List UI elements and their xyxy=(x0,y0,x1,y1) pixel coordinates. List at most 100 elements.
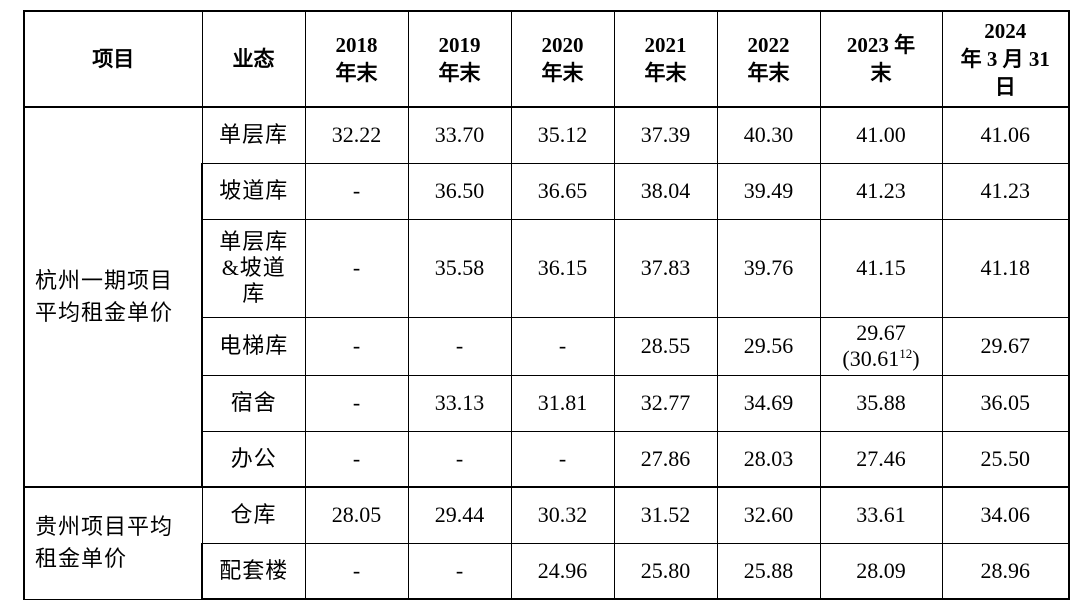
value-cell: 41.06 xyxy=(941,106,1070,164)
value-cell: 39.49 xyxy=(716,162,821,220)
table-row: 贵州项目平均 租金单价 仓库 28.05 29.44 30.32 31.52 32… xyxy=(23,486,1070,600)
value-cell: 32.60 xyxy=(716,486,821,544)
value-cell: 27.86 xyxy=(613,430,718,488)
value-cell: 30.32 xyxy=(510,486,615,544)
value-cell: 35.12 xyxy=(510,106,615,164)
value-cell: 29.67 xyxy=(941,316,1070,376)
header-2022-line1: 2022 xyxy=(747,33,790,57)
header-2020-line1: 2020 xyxy=(541,33,584,57)
value-cell: 36.05 xyxy=(941,374,1070,432)
header-2020: 2020 年末 xyxy=(510,10,615,108)
value-cell: 28.09 xyxy=(819,542,943,600)
value-cell: 28.55 xyxy=(613,316,718,376)
header-2022: 2022 年末 xyxy=(716,10,821,108)
group-guizhou-label-line2: 租金单价 xyxy=(35,546,128,572)
table-row: 坡道库 - 36.50 36.65 38.04 39.49 41.23 41.2… xyxy=(24,162,1070,220)
header-2018-line2: 年末 xyxy=(335,61,378,85)
header-2023-line1: 2023 年 xyxy=(846,33,916,57)
value-cell: - xyxy=(510,316,615,376)
business-cell: 单层库 &坡道库 xyxy=(201,218,306,318)
business-cell: 办公 xyxy=(201,430,306,488)
value-cell: 28.03 xyxy=(716,430,821,488)
value-cell: 25.80 xyxy=(613,542,718,600)
value-cell: - xyxy=(304,542,409,600)
value-cell: 31.52 xyxy=(613,486,718,544)
header-business-text: 业态 xyxy=(232,47,275,71)
value-cell: 29.44 xyxy=(407,486,512,544)
header-2021: 2021 年末 xyxy=(613,10,718,108)
value-cell: - xyxy=(304,218,409,318)
value-cell-line1: 29.67 xyxy=(856,320,906,345)
header-2023-line2: 末 xyxy=(870,61,892,85)
value-cell: 33.13 xyxy=(407,374,512,432)
header-2020-line2: 年末 xyxy=(541,61,584,85)
value-cell: 39.76 xyxy=(716,218,821,318)
rent-price-table-wrapper: 项目 业态 2018 年末 2019 年末 2020 年末 2021 年末 2022 年末… xyxy=(23,10,1070,600)
value-cell: - xyxy=(304,374,409,432)
value-cell: 29.56 xyxy=(716,316,821,376)
value-cell: 41.23 xyxy=(941,162,1070,220)
value-cell: 35.88 xyxy=(819,374,943,432)
value-cell: 25.50 xyxy=(941,430,1070,488)
business-cell: 配套楼 xyxy=(201,542,306,600)
value-cell: - xyxy=(510,430,615,488)
table-row: 配套楼 - - 24.96 25.80 25.88 28.09 28.96 xyxy=(24,542,1070,600)
value-cell: 35.58 xyxy=(407,218,512,318)
value-cell-footnoted: 29.67 (30.6112) xyxy=(819,316,943,376)
header-2019-line2: 年末 xyxy=(438,61,481,85)
value-cell: 31.81 xyxy=(510,374,615,432)
value-cell: 28.05 xyxy=(304,486,409,544)
table-row: 单层库 &坡道库 - 35.58 36.15 37.83 39.76 41.15 … xyxy=(24,218,1070,318)
business-cell: 仓库 xyxy=(201,486,306,544)
business-cell-line3: 库 xyxy=(242,281,266,306)
value-cell: 28.96 xyxy=(941,542,1070,600)
value-cell: 33.70 xyxy=(407,106,512,164)
header-2021-line1: 2021 xyxy=(644,33,687,57)
value-cell: 41.18 xyxy=(941,218,1070,318)
group-guizhou-label-line1: 贵州项目平均 xyxy=(35,514,174,540)
header-2024: 2024 年 3 月 31 日 xyxy=(941,10,1070,108)
business-cell: 单层库 xyxy=(201,106,306,164)
value-cell: - xyxy=(304,430,409,488)
value-cell: - xyxy=(304,162,409,220)
business-cell-line2: &坡道 xyxy=(221,255,286,280)
value-cell-line2: (30.61 xyxy=(842,346,900,371)
group-guizhou-label: 贵州项目平均 租金单价 xyxy=(23,486,203,600)
header-2019-line1: 2019 xyxy=(438,33,481,57)
header-2024-line3: 日 xyxy=(994,75,1016,99)
header-2023: 2023 年末 xyxy=(819,10,943,108)
business-cell: 电梯库 xyxy=(201,316,306,376)
value-cell: 34.06 xyxy=(941,486,1070,544)
header-2024-line2: 年 3 月 31 xyxy=(960,47,1050,71)
value-cell: 33.61 xyxy=(819,486,943,544)
header-2024-line1: 2024 xyxy=(984,19,1027,43)
value-cell: 24.96 xyxy=(510,542,615,600)
group-hangzhou-label-line1: 杭州一期项目 xyxy=(35,268,174,293)
value-cell: 41.00 xyxy=(819,106,943,164)
value-cell: 36.65 xyxy=(510,162,615,220)
header-item-text: 项目 xyxy=(92,47,135,71)
value-cell: - xyxy=(407,430,512,488)
header-2019: 2019 年末 xyxy=(407,10,512,108)
rent-price-table: 项目 业态 2018 年末 2019 年末 2020 年末 2021 年末 2022 年末… xyxy=(23,10,1070,600)
business-cell-line1: 单层库 xyxy=(219,229,289,254)
value-cell: 38.04 xyxy=(613,162,718,220)
table-row: 电梯库 - - - 28.55 29.56 29.67 (30.6112) 29.… xyxy=(24,316,1070,376)
group-hangzhou-label-line2: 平均租金单价 xyxy=(35,300,174,325)
business-cell: 宿舍 xyxy=(201,374,306,432)
value-cell: 36.50 xyxy=(407,162,512,220)
footnote-marker[interactable]: 12 xyxy=(899,346,913,361)
value-cell: - xyxy=(304,316,409,376)
header-2018-line1: 2018 xyxy=(335,33,378,57)
header-business: 业态 xyxy=(201,10,306,108)
value-cell: 37.39 xyxy=(613,106,718,164)
value-cell: 41.23 xyxy=(819,162,943,220)
value-cell: - xyxy=(407,542,512,600)
header-2022-line2: 年末 xyxy=(747,61,790,85)
value-cell: 41.15 xyxy=(819,218,943,318)
value-cell-line2-close: ) xyxy=(912,346,920,371)
value-cell: 27.46 xyxy=(819,430,943,488)
header-item: 项目 xyxy=(23,10,203,108)
header-2018: 2018 年末 xyxy=(304,10,409,108)
value-cell: - xyxy=(407,316,512,376)
